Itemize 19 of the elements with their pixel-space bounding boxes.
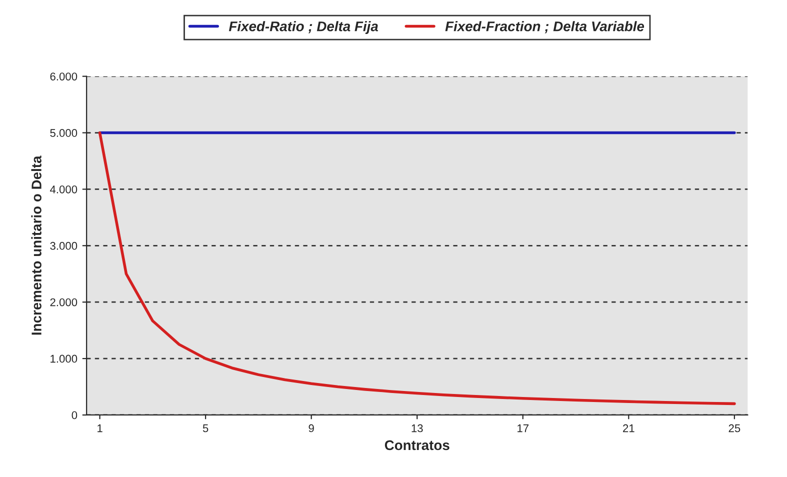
y-tick-label: 0 (72, 411, 78, 420)
x-tick-label: 1 (98, 424, 102, 432)
y-axis-title: Incremento unitario o Delta (31, 156, 42, 335)
y-tick-label: 5.000 (50, 129, 78, 137)
x-tick-label: 5 (202, 424, 208, 432)
x-tick-label: 21 (623, 424, 634, 432)
x-tick-label: 9 (308, 424, 314, 432)
y-tick-label: 1.000 (50, 354, 78, 363)
x-tick-label: 25 (728, 424, 740, 432)
y-tick-label: 4.000 (50, 185, 78, 194)
x-axis-title: Contratos (384, 440, 450, 450)
y-tick-label: 2.000 (50, 298, 78, 306)
y-tick-label: 6.000 (50, 72, 78, 80)
x-tick-label: 17 (518, 424, 529, 432)
y-tick-label: 3.000 (50, 242, 78, 250)
line-series (98, 131, 736, 406)
legend-label: Fixed-Ratio ; Delta Fija (228, 21, 378, 34)
x-tick-label: 13 (412, 424, 423, 432)
legend-label: Fixed-Fraction ; Delta Variable (445, 21, 644, 34)
